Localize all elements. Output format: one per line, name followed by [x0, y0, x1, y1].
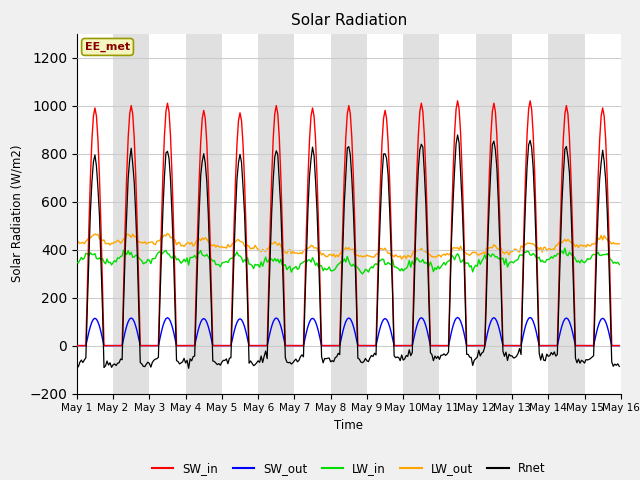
- Bar: [186, 34, 222, 394]
- Bar: [331, 34, 367, 394]
- Bar: [440, 34, 476, 394]
- Bar: [367, 34, 403, 394]
- Bar: [584, 34, 621, 394]
- Bar: [222, 34, 258, 394]
- X-axis label: Time: Time: [334, 419, 364, 432]
- Title: Solar Radiation: Solar Radiation: [291, 13, 407, 28]
- Bar: [113, 34, 149, 394]
- Bar: [77, 34, 113, 394]
- Bar: [548, 34, 584, 394]
- Legend: SW_in, SW_out, LW_in, LW_out, Rnet: SW_in, SW_out, LW_in, LW_out, Rnet: [147, 457, 550, 480]
- Y-axis label: Solar Radiation (W/m2): Solar Radiation (W/m2): [11, 145, 24, 282]
- Bar: [403, 34, 440, 394]
- Bar: [512, 34, 548, 394]
- Bar: [149, 34, 186, 394]
- Bar: [476, 34, 512, 394]
- Text: EE_met: EE_met: [85, 42, 130, 52]
- Bar: [258, 34, 294, 394]
- Bar: [294, 34, 331, 394]
